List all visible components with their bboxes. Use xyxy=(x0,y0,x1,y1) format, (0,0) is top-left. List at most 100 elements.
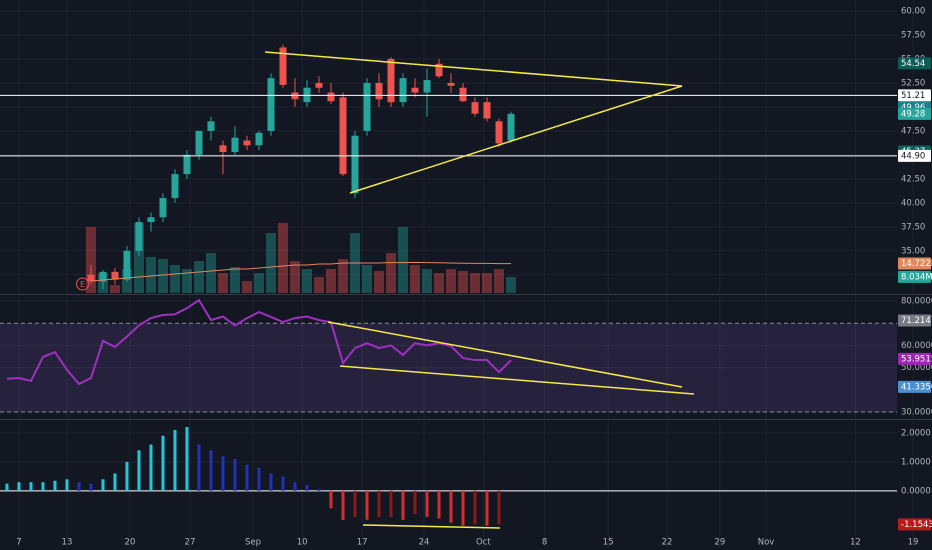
histogram-bar xyxy=(401,490,405,520)
histogram-bar xyxy=(5,483,9,491)
trend-line xyxy=(264,51,683,87)
price-tag-label: 14.722M xyxy=(901,259,932,269)
y-tick-label: 50.0000 xyxy=(901,363,932,373)
volume-bar xyxy=(301,269,312,293)
event-label: E xyxy=(80,280,85,289)
candle-body xyxy=(351,135,359,194)
price-tag xyxy=(898,57,931,70)
histogram-bar xyxy=(101,479,105,491)
histogram-bar xyxy=(317,489,321,491)
x-tick-label: 13 xyxy=(62,538,73,548)
price-tag-label: 49.96 xyxy=(901,103,925,113)
x-tick-label: 27 xyxy=(185,538,196,548)
candle-body xyxy=(423,80,431,93)
price-tag-label: -1.1543 xyxy=(901,520,932,530)
y-tick-label: 1.0000 xyxy=(901,457,931,467)
candle-body xyxy=(399,78,407,103)
histogram-bar xyxy=(473,490,477,525)
candle-body xyxy=(267,78,275,131)
histogram-bar xyxy=(197,444,201,491)
x-tick-label: 8 xyxy=(542,538,547,548)
histogram-bar xyxy=(485,490,489,526)
histogram-bar xyxy=(113,473,117,491)
candle-body xyxy=(195,130,203,155)
volume-bar xyxy=(506,276,517,293)
volume-bar xyxy=(373,271,384,293)
price-tag xyxy=(898,352,931,365)
x-tick-label: 15 xyxy=(603,538,614,548)
candle-body xyxy=(255,132,263,146)
histogram-bar xyxy=(281,476,285,491)
histogram-bar xyxy=(497,490,501,525)
histogram-bar xyxy=(209,450,213,491)
x-tick-label: 29 xyxy=(714,538,725,548)
volume-bar xyxy=(109,285,120,293)
histogram-bar xyxy=(353,490,357,517)
volume-bar xyxy=(205,253,216,293)
histogram-bar xyxy=(341,490,345,520)
histogram-bar xyxy=(257,467,261,491)
candle-body xyxy=(507,113,515,141)
candle-body xyxy=(159,198,167,218)
volume-bar xyxy=(241,281,252,293)
histogram-bar xyxy=(185,427,189,491)
histogram-bar xyxy=(29,482,33,491)
price-tag xyxy=(898,380,931,393)
candle-body xyxy=(147,217,155,223)
histogram-bar xyxy=(293,482,297,491)
histogram-bar xyxy=(77,482,81,491)
price-tag xyxy=(898,89,931,102)
histogram-bar xyxy=(389,490,393,517)
x-tick-label: 17 xyxy=(357,538,368,548)
volume-ma-line xyxy=(90,261,512,282)
candle-body xyxy=(123,250,131,280)
histogram-bar xyxy=(17,482,21,491)
candle-body xyxy=(279,47,287,85)
price-tag xyxy=(898,257,931,270)
histogram-bar xyxy=(245,464,249,491)
volume-bar xyxy=(97,273,108,293)
candle-body xyxy=(459,87,467,102)
volume-bar xyxy=(145,257,156,293)
candle-body xyxy=(495,121,503,144)
histogram-bar xyxy=(53,480,57,491)
x-tick-label: 10 xyxy=(297,538,308,548)
histogram-bar xyxy=(461,490,465,526)
histogram-bar xyxy=(221,456,225,491)
candle-body xyxy=(87,274,95,282)
candle-body xyxy=(363,82,371,131)
histogram-bar xyxy=(233,458,237,491)
y-tick-label: 35.00 xyxy=(901,246,925,256)
volume-bar xyxy=(253,273,264,293)
volume-bar xyxy=(133,223,144,293)
price-tag-label: 44.90 xyxy=(901,151,925,161)
histogram-bar xyxy=(125,461,129,491)
plots: E xyxy=(0,44,897,526)
candle-body xyxy=(339,97,347,175)
axis: 7 13 20 27 Sep 10 17 24 Oct 8 15 22 29 Nov 12 19 60.00 57… xyxy=(16,7,932,548)
histogram-bar xyxy=(269,473,273,491)
histogram-bar xyxy=(437,490,441,519)
volume-bar xyxy=(457,271,468,293)
x-tick-label: 20 xyxy=(125,538,136,548)
price-tag-label: 49.28 xyxy=(901,109,925,119)
price-tag xyxy=(898,518,931,531)
y-tick-label: 30.0000 xyxy=(901,408,932,418)
volume-bar xyxy=(313,277,324,293)
trend-line xyxy=(327,321,683,388)
price-tag xyxy=(898,149,931,162)
histogram-bar xyxy=(65,479,69,491)
histogram-bar xyxy=(137,450,141,491)
band xyxy=(0,323,897,413)
candle-body xyxy=(243,140,251,146)
y-tick-label: 47.50 xyxy=(901,126,925,136)
x-tick-label: 12 xyxy=(850,538,861,548)
trend-line xyxy=(339,365,695,395)
x-tick-label: Oct xyxy=(476,538,491,548)
histogram-bar xyxy=(89,483,93,491)
histogram-bar xyxy=(149,444,153,491)
volume-bar xyxy=(217,273,228,293)
candle-body xyxy=(375,82,383,100)
volume-bar xyxy=(193,261,204,293)
